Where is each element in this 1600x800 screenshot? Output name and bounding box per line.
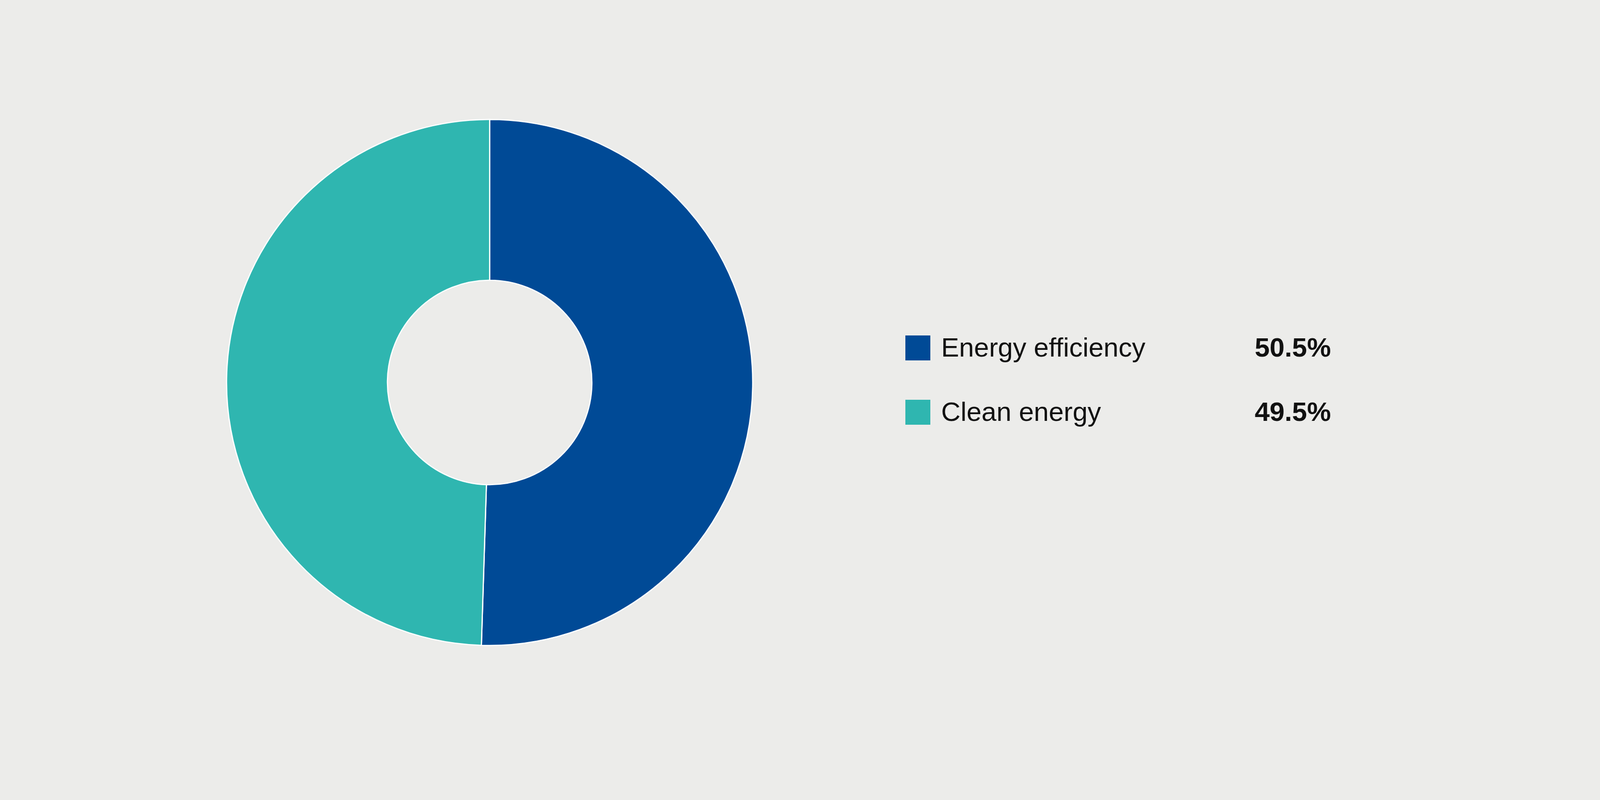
svg-text:50.5%: 50.5%	[1254, 332, 1332, 363]
svg-text:Clean energy: Clean energy	[941, 396, 1102, 427]
svg-text:49.5%: 49.5%	[1254, 396, 1332, 427]
svg-text:Energy efficiency: Energy efficiency	[941, 332, 1146, 363]
